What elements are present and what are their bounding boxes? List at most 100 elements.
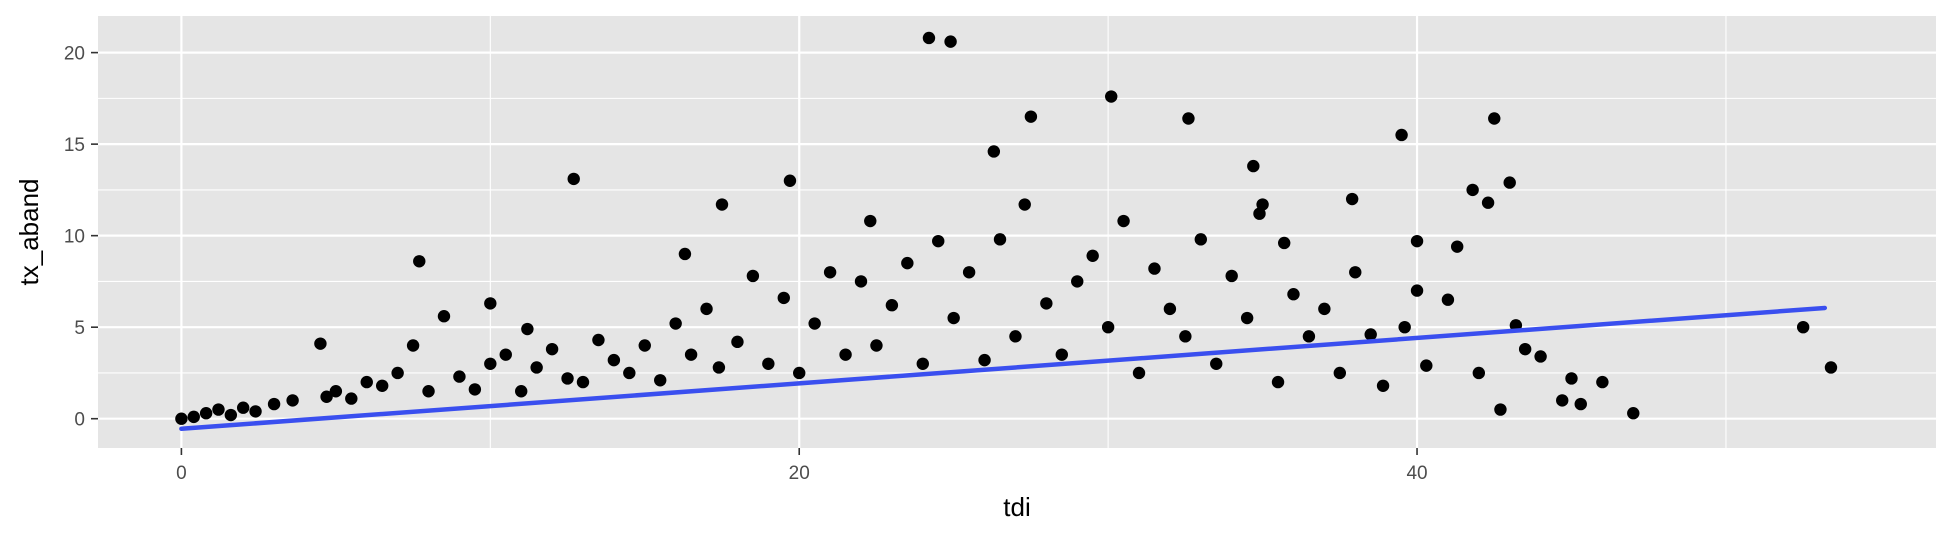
data-point bbox=[1179, 330, 1192, 343]
y-axis-title: tx_aband bbox=[14, 179, 44, 286]
data-point bbox=[360, 375, 373, 389]
data-point bbox=[1055, 348, 1068, 361]
data-point bbox=[678, 247, 692, 261]
data-point bbox=[592, 333, 605, 347]
data-points bbox=[175, 31, 1838, 425]
data-point bbox=[1333, 366, 1347, 380]
data-point bbox=[199, 407, 213, 420]
data-point bbox=[236, 401, 250, 414]
data-point bbox=[746, 269, 760, 283]
data-point bbox=[267, 397, 281, 411]
fit-line bbox=[179, 305, 1828, 432]
data-point bbox=[854, 275, 868, 288]
x-axis-title: tdi bbox=[1003, 492, 1030, 522]
data-point bbox=[1225, 269, 1238, 283]
data-point bbox=[175, 412, 188, 425]
data-point bbox=[808, 317, 821, 330]
data-point bbox=[499, 348, 512, 361]
x-tick-label: 40 bbox=[1406, 463, 1427, 484]
data-point bbox=[932, 234, 945, 248]
data-point bbox=[224, 408, 238, 422]
data-point bbox=[1481, 196, 1495, 209]
data-point bbox=[1574, 397, 1587, 411]
data-point bbox=[1256, 198, 1269, 211]
data-point bbox=[1101, 320, 1115, 334]
data-point bbox=[1210, 357, 1223, 370]
data-point bbox=[484, 297, 497, 310]
data-point bbox=[567, 172, 580, 186]
data-point bbox=[987, 145, 1001, 158]
data-point bbox=[715, 198, 729, 211]
y-tick-label: 15 bbox=[64, 135, 85, 156]
data-point bbox=[1395, 128, 1408, 142]
y-tick-label: 0 bbox=[74, 410, 85, 431]
data-point bbox=[638, 339, 651, 352]
data-point bbox=[1565, 372, 1578, 385]
data-point bbox=[1302, 330, 1316, 343]
data-point bbox=[530, 361, 543, 374]
data-point bbox=[1364, 328, 1377, 341]
data-point bbox=[1466, 183, 1479, 197]
data-point bbox=[1318, 302, 1331, 316]
data-point bbox=[468, 383, 482, 396]
data-point bbox=[345, 392, 358, 405]
data-point bbox=[978, 353, 991, 367]
data-point bbox=[1494, 403, 1507, 416]
data-point bbox=[1018, 198, 1031, 211]
data-point bbox=[962, 266, 976, 279]
data-point bbox=[1420, 359, 1433, 372]
data-point bbox=[947, 311, 960, 325]
data-point bbox=[1349, 266, 1362, 279]
data-point bbox=[406, 339, 420, 352]
major-gridlines bbox=[98, 16, 1936, 448]
data-point bbox=[700, 302, 713, 316]
x-tick-label: 0 bbox=[176, 463, 187, 484]
data-point bbox=[1345, 192, 1359, 206]
data-point bbox=[901, 256, 914, 270]
data-point bbox=[916, 357, 929, 370]
data-point bbox=[783, 174, 797, 187]
data-point bbox=[1163, 302, 1177, 316]
data-point bbox=[1627, 407, 1640, 420]
data-point bbox=[187, 410, 200, 424]
minor-gridlines bbox=[98, 16, 1936, 448]
data-point bbox=[212, 403, 225, 416]
data-point bbox=[823, 266, 837, 279]
data-point bbox=[314, 337, 327, 350]
data-point bbox=[993, 233, 1007, 246]
data-point bbox=[1534, 350, 1547, 363]
data-point bbox=[1040, 297, 1053, 310]
data-point bbox=[1024, 110, 1038, 123]
plot-panel bbox=[98, 16, 1936, 448]
y-tick-label: 20 bbox=[64, 44, 85, 65]
data-point bbox=[712, 361, 726, 374]
data-point bbox=[413, 255, 426, 268]
data-point bbox=[1117, 214, 1130, 228]
data-point bbox=[1132, 366, 1146, 380]
data-point bbox=[839, 348, 852, 361]
data-point bbox=[777, 291, 790, 305]
data-point bbox=[422, 385, 435, 398]
data-point bbox=[1398, 320, 1411, 334]
data-point bbox=[561, 372, 574, 385]
data-point bbox=[793, 366, 806, 380]
data-point bbox=[870, 339, 883, 352]
data-point bbox=[1271, 375, 1285, 389]
data-point bbox=[576, 375, 590, 389]
data-point bbox=[545, 342, 559, 356]
data-point bbox=[1556, 394, 1569, 407]
data-point bbox=[1086, 249, 1099, 262]
data-point bbox=[1071, 275, 1084, 288]
data-point bbox=[1410, 284, 1424, 297]
data-point bbox=[885, 299, 899, 312]
data-point bbox=[1596, 375, 1609, 389]
data-point bbox=[1518, 342, 1532, 356]
data-point bbox=[1796, 320, 1810, 334]
data-point bbox=[1488, 112, 1501, 125]
data-point bbox=[437, 310, 451, 323]
data-point bbox=[654, 374, 667, 387]
data-point bbox=[1182, 112, 1195, 125]
data-point bbox=[1441, 293, 1455, 306]
data-point bbox=[1287, 288, 1300, 301]
